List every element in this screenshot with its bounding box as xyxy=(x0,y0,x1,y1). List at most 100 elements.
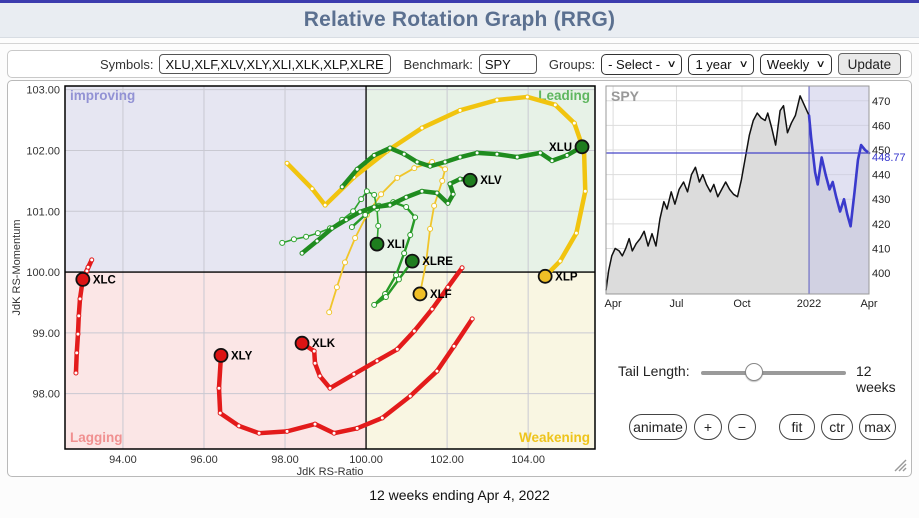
marker-XLU[interactable] xyxy=(574,139,590,155)
tail-dot xyxy=(403,204,410,210)
tail-dot xyxy=(371,152,377,158)
tail-dot xyxy=(348,224,355,231)
tail-dot xyxy=(442,166,449,173)
tail-dot xyxy=(362,211,369,218)
price-tick: 450 xyxy=(872,145,890,157)
month-tick: Apr xyxy=(605,298,622,310)
x-axis-label: JdK RS-Ratio xyxy=(297,466,364,477)
marker-XLF[interactable] xyxy=(412,286,428,302)
groups-select[interactable]: - Select - ∨ xyxy=(601,53,683,75)
tail-dot xyxy=(431,202,438,209)
y-axis-label: JdK RS-Momentum xyxy=(11,220,23,316)
update-button[interactable]: Update xyxy=(837,53,902,75)
tail-dot xyxy=(427,225,434,232)
y-tick: 99.00 xyxy=(32,328,60,340)
tail-dot xyxy=(290,236,297,243)
last-price-label: 448.77 xyxy=(872,152,906,164)
quadrant-improving xyxy=(65,86,367,273)
quadrant-label-leading: Leading xyxy=(538,88,590,103)
tail-dot xyxy=(75,331,81,337)
tail-XLU[interactable] xyxy=(339,144,585,190)
tail-dot xyxy=(457,176,463,182)
symbol-label-XLC: XLC xyxy=(93,274,116,286)
tail-length-slider-handle[interactable] xyxy=(745,363,763,381)
price-line xyxy=(605,95,810,291)
tail-dot xyxy=(73,370,79,376)
interval-select[interactable]: Weekly ∨ xyxy=(759,53,832,75)
tail-XLP[interactable] xyxy=(284,94,588,279)
header-divider xyxy=(0,43,919,44)
benchmark-price-chart[interactable]: 400 410 420 430 440 450 460 470 448.77 Apr Jul Oct 2… xyxy=(604,83,906,315)
tail-dot xyxy=(494,97,500,103)
animate-button[interactable]: animate xyxy=(629,414,687,440)
tail-dot xyxy=(407,231,414,238)
resize-grip-icon[interactable] xyxy=(893,458,907,472)
month-tick: Jul xyxy=(669,298,683,310)
tail-XLY[interactable] xyxy=(216,316,475,436)
x-tick: 98.00 xyxy=(271,454,299,466)
month-tick: Oct xyxy=(733,298,750,310)
max-button[interactable]: max xyxy=(859,414,896,440)
y-tick: 101.00 xyxy=(26,206,60,218)
zoom-out-button[interactable]: − xyxy=(728,414,756,440)
marker-XLK[interactable] xyxy=(294,335,310,351)
tail-dot xyxy=(419,125,425,131)
tail-dot xyxy=(333,284,340,291)
tail-dot xyxy=(411,328,417,334)
quadrant-lagging xyxy=(65,272,367,449)
groups-select-value: - Select - xyxy=(608,56,661,72)
tail-dot xyxy=(363,188,370,195)
tail-dot xyxy=(284,428,290,434)
tail-dot xyxy=(552,102,558,108)
rrg-panel: improving Leading Lagging Weakening 94.00 96.… xyxy=(7,80,912,477)
tail-XLC[interactable] xyxy=(73,257,94,376)
period-select[interactable]: 1 year ∨ xyxy=(688,53,754,75)
tail-length-slider-track[interactable] xyxy=(701,371,846,375)
zoom-in-button[interactable]: + xyxy=(694,414,722,440)
tail-dot xyxy=(77,296,83,302)
tail-dot xyxy=(401,151,407,157)
tail-dot xyxy=(314,238,320,244)
marker-XLC[interactable] xyxy=(75,271,91,287)
tail-dot xyxy=(89,257,95,263)
tail-dot xyxy=(434,368,440,374)
tail-dot xyxy=(459,265,465,271)
fit-button[interactable]: fit xyxy=(779,414,815,440)
groups-label: Groups: xyxy=(548,56,596,72)
price-area xyxy=(606,95,869,294)
price-line-highlight xyxy=(807,114,871,228)
x-tick: 94.00 xyxy=(109,454,137,466)
tail-dot xyxy=(322,202,328,208)
price-tick: 400 xyxy=(872,268,890,280)
marker-XLY[interactable] xyxy=(213,347,229,363)
price-tick: 460 xyxy=(872,120,890,132)
tail-dot xyxy=(256,430,262,436)
tail-dot xyxy=(326,309,333,316)
benchmark-input[interactable] xyxy=(478,54,537,74)
rrg-chart[interactable]: improving Leading Lagging Weakening 94.00 96.… xyxy=(8,81,608,477)
marker-XLV[interactable] xyxy=(462,172,478,188)
marker-XLP[interactable] xyxy=(537,268,553,284)
tail-dot xyxy=(387,145,393,151)
tail-dot xyxy=(411,165,418,172)
tail-dot xyxy=(474,150,480,156)
tail-dot xyxy=(439,177,446,184)
quadrant-label-lagging: Lagging xyxy=(70,430,123,445)
tail-dot xyxy=(354,425,360,431)
benchmark-panel: 400 410 420 430 440 450 460 470 448.77 Apr Jul Oct 2… xyxy=(602,82,912,476)
tail-dot xyxy=(395,276,402,283)
tail-dot xyxy=(423,259,430,266)
tail-dot xyxy=(354,166,360,172)
symbols-input[interactable] xyxy=(159,54,392,74)
symbol-label-XLY: XLY xyxy=(231,350,253,362)
marker-XLI[interactable] xyxy=(369,236,385,252)
quadrant-label-improving: improving xyxy=(70,88,135,103)
symbol-label-XLK: XLK xyxy=(312,338,336,350)
tail-dot xyxy=(339,184,345,190)
tail-dot xyxy=(429,306,435,312)
marker-XLRE[interactable] xyxy=(404,253,420,269)
symbol-label-XLF: XLF xyxy=(430,289,452,301)
center-button[interactable]: ctr xyxy=(821,414,853,440)
tail-dot xyxy=(447,181,453,187)
chevron-down-icon: ∨ xyxy=(738,58,749,70)
